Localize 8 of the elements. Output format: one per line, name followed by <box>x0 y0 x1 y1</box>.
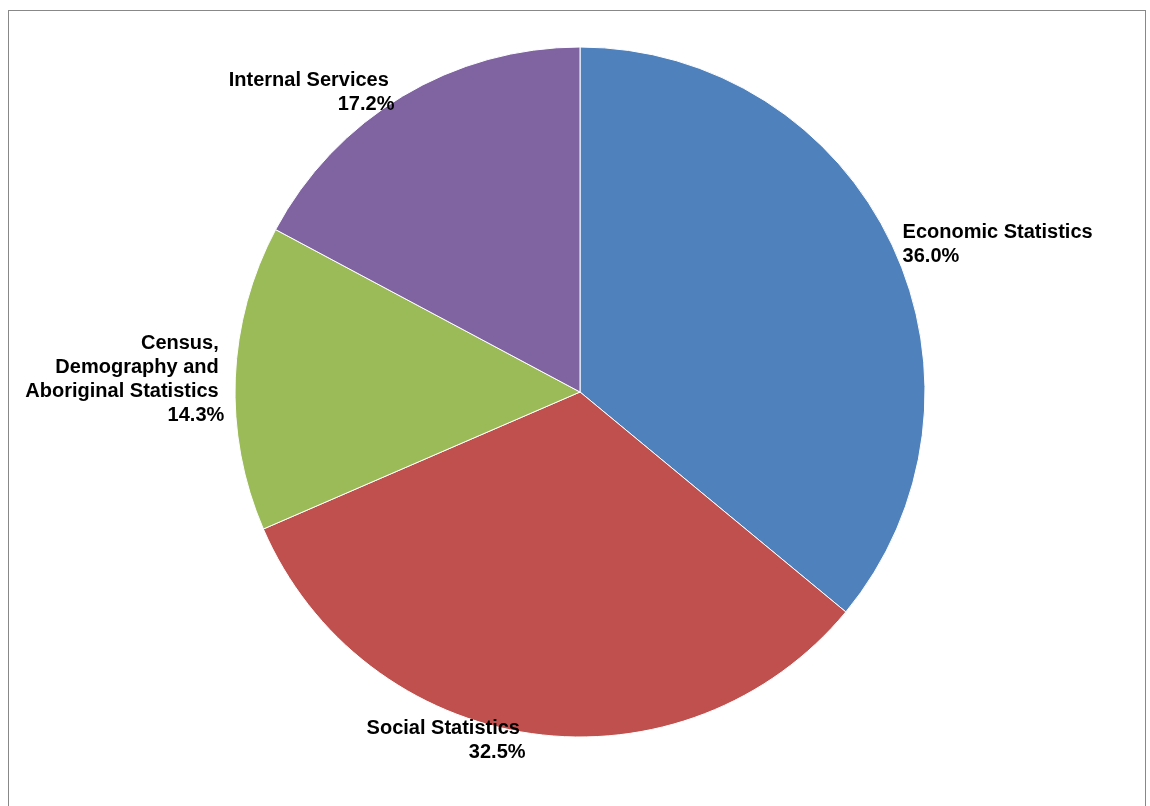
slice-label: Social Statistics <box>366 716 526 739</box>
slice-label: Economic Statistics <box>902 219 1099 242</box>
data-label: 36.0% <box>902 243 960 266</box>
data-label: 32.5% <box>468 740 526 763</box>
data-label: 14.3% <box>167 402 225 425</box>
data-label: 17.2% <box>337 92 395 115</box>
slice-label: Internal Services <box>228 68 395 91</box>
slice-label: Census, Demography and Aboriginal Statistics <box>25 330 225 401</box>
